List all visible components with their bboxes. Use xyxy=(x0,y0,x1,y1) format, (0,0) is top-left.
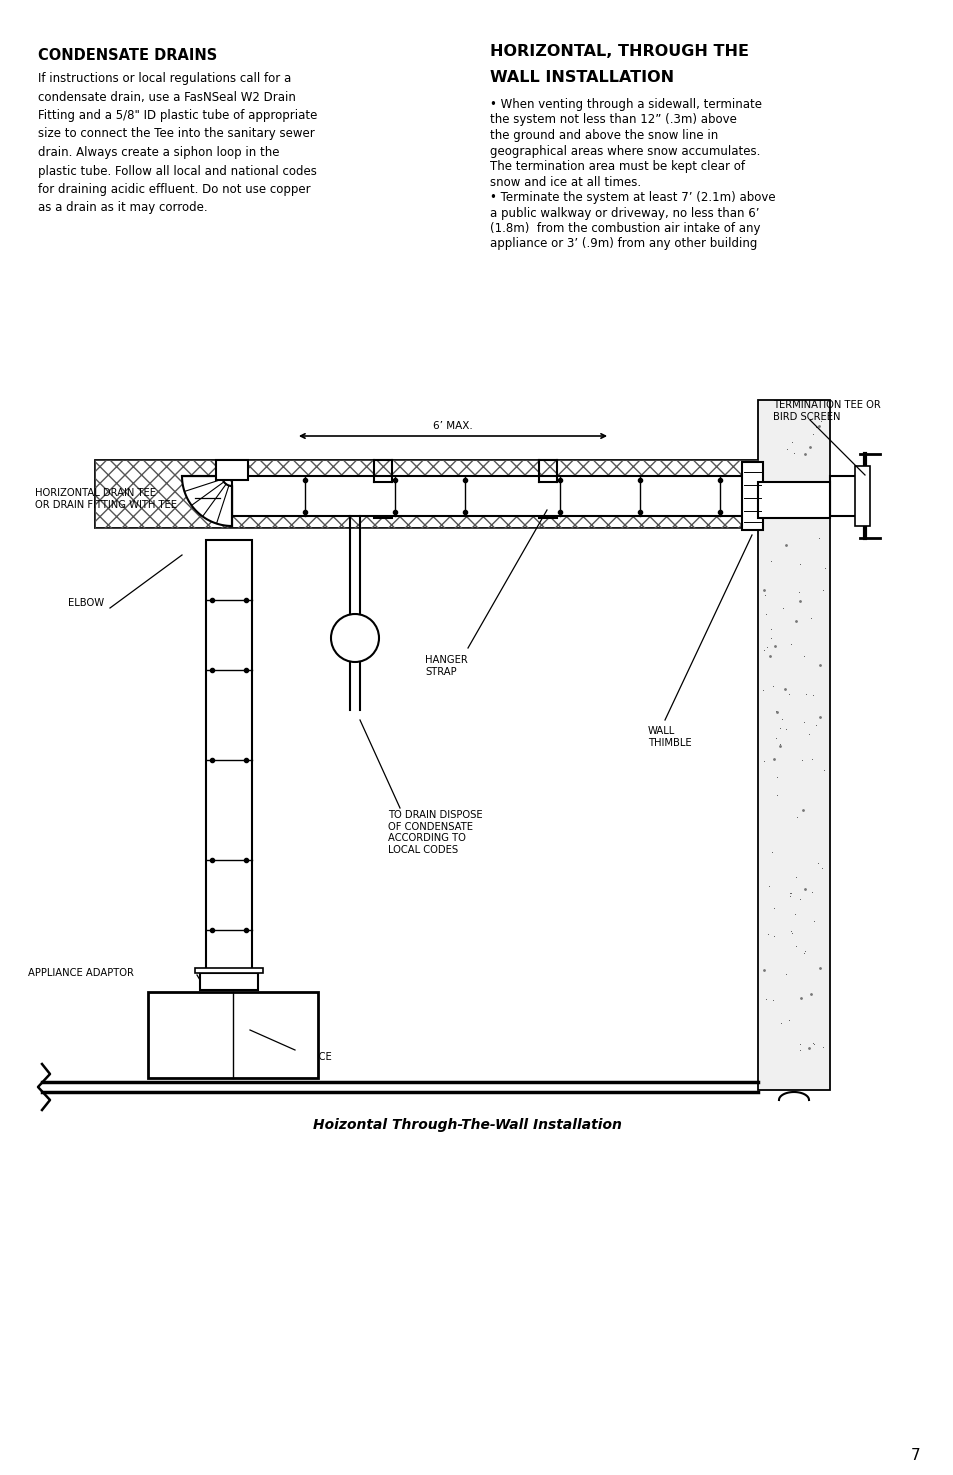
Text: APPLIANCE ADAPTOR: APPLIANCE ADAPTOR xyxy=(28,968,133,978)
Text: Hoizontal Through-The-Wall Installation: Hoizontal Through-The-Wall Installation xyxy=(313,1118,620,1131)
Bar xyxy=(854,466,869,527)
Text: appliance or 3’ (.9m) from any other building: appliance or 3’ (.9m) from any other bui… xyxy=(490,237,757,251)
Circle shape xyxy=(331,614,378,662)
Bar xyxy=(758,400,829,1090)
Text: TO DRAIN DISPOSE
OF CONDENSATE
ACCORDING TO
LOCAL CODES: TO DRAIN DISPOSE OF CONDENSATE ACCORDING… xyxy=(388,810,482,856)
Bar xyxy=(206,540,252,982)
Text: the ground and above the snow line in: the ground and above the snow line in xyxy=(490,128,718,142)
Text: WALL
THIMBLE: WALL THIMBLE xyxy=(647,726,691,748)
Text: geographical areas where snow accumulates.: geographical areas where snow accumulate… xyxy=(490,145,760,158)
Text: TERMINATION TEE OR
BIRD SCREEN: TERMINATION TEE OR BIRD SCREEN xyxy=(772,400,880,422)
Bar xyxy=(829,476,859,516)
Text: WALL INSTALLATION: WALL INSTALLATION xyxy=(490,69,674,86)
Text: CONDENSATE DRAINS: CONDENSATE DRAINS xyxy=(38,49,217,63)
Polygon shape xyxy=(182,476,232,527)
Text: the system not less than 12” (.3m) above: the system not less than 12” (.3m) above xyxy=(490,114,736,127)
Text: • When venting through a sidewall, terminate: • When venting through a sidewall, termi… xyxy=(490,97,761,111)
Bar xyxy=(741,462,762,530)
Bar xyxy=(232,476,758,516)
Bar xyxy=(95,460,758,528)
Text: If instructions or local regulations call for a
condensate drain, use a FasNSeal: If instructions or local regulations cal… xyxy=(38,72,317,214)
Text: HORIZONTAL DRAIN TEE
OR DRAIN FITTING WITH TEE: HORIZONTAL DRAIN TEE OR DRAIN FITTING WI… xyxy=(35,488,177,509)
Text: The termination area must be kept clear of: The termination area must be kept clear … xyxy=(490,159,744,173)
Text: ELBOW: ELBOW xyxy=(68,597,104,608)
Text: APPLIANCE: APPLIANCE xyxy=(277,1052,333,1062)
Bar xyxy=(758,482,829,518)
Text: a public walkway or driveway, no less than 6’: a public walkway or driveway, no less th… xyxy=(490,207,759,220)
Bar xyxy=(215,460,248,479)
Bar xyxy=(200,974,257,990)
Text: snow and ice at all times.: snow and ice at all times. xyxy=(490,176,640,189)
Text: HANGER
STRAP: HANGER STRAP xyxy=(424,655,467,677)
Text: • Terminate the system at least 7’ (2.1m) above: • Terminate the system at least 7’ (2.1m… xyxy=(490,190,775,204)
Bar xyxy=(95,460,758,528)
Text: HORIZONTAL, THROUGH THE: HORIZONTAL, THROUGH THE xyxy=(490,44,748,59)
Bar xyxy=(194,968,263,974)
Bar xyxy=(148,993,317,1078)
Text: 7: 7 xyxy=(910,1448,920,1463)
Text: 6’ MAX.: 6’ MAX. xyxy=(433,420,473,431)
Text: (1.8m)  from the combustion air intake of any: (1.8m) from the combustion air intake of… xyxy=(490,223,760,235)
